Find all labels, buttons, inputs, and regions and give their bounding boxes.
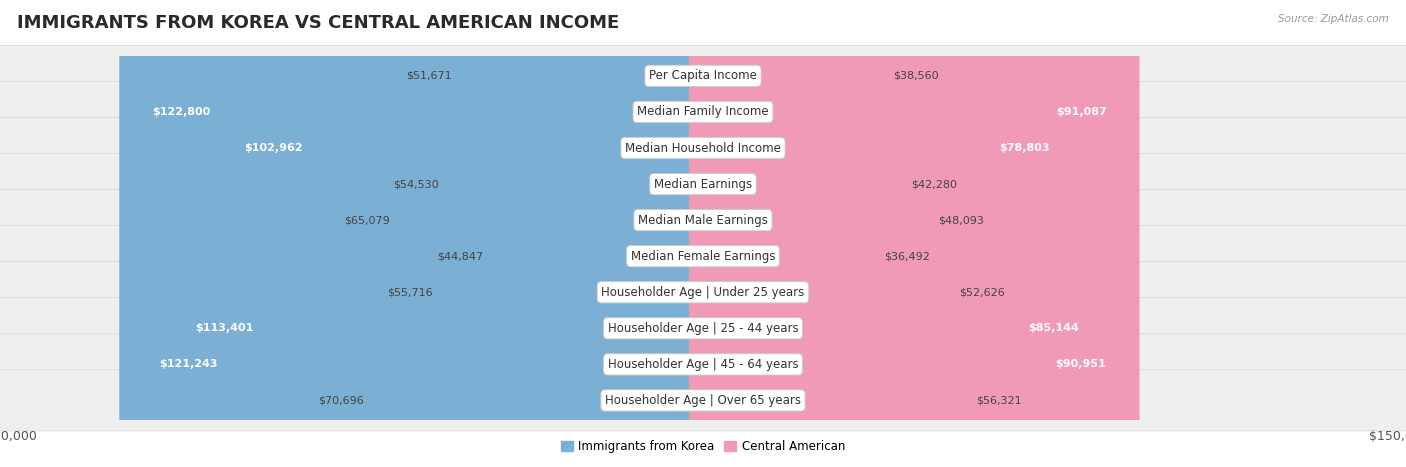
FancyBboxPatch shape xyxy=(0,226,1406,287)
FancyBboxPatch shape xyxy=(0,45,1406,106)
Text: Median Family Income: Median Family Income xyxy=(637,106,769,119)
FancyBboxPatch shape xyxy=(0,334,1406,395)
FancyBboxPatch shape xyxy=(689,0,1139,467)
Text: $38,560: $38,560 xyxy=(893,71,939,81)
Legend: Immigrants from Korea, Central American: Immigrants from Korea, Central American xyxy=(555,436,851,458)
FancyBboxPatch shape xyxy=(0,298,1406,359)
FancyBboxPatch shape xyxy=(450,0,717,467)
Text: $122,800: $122,800 xyxy=(152,107,209,117)
Text: $91,087: $91,087 xyxy=(1056,107,1107,117)
FancyBboxPatch shape xyxy=(0,370,1406,431)
Text: $65,079: $65,079 xyxy=(343,215,389,225)
Text: Householder Age | Over 65 years: Householder Age | Over 65 years xyxy=(605,394,801,407)
FancyBboxPatch shape xyxy=(163,0,717,467)
Text: $55,716: $55,716 xyxy=(387,287,433,297)
FancyBboxPatch shape xyxy=(0,190,1406,251)
FancyBboxPatch shape xyxy=(0,154,1406,215)
Text: Householder Age | Under 25 years: Householder Age | Under 25 years xyxy=(602,286,804,299)
Text: $70,696: $70,696 xyxy=(318,396,363,405)
FancyBboxPatch shape xyxy=(689,0,1112,467)
FancyBboxPatch shape xyxy=(0,262,1406,323)
FancyBboxPatch shape xyxy=(689,0,912,467)
Text: $56,321: $56,321 xyxy=(976,396,1022,405)
Text: Householder Age | 25 - 44 years: Householder Age | 25 - 44 years xyxy=(607,322,799,335)
FancyBboxPatch shape xyxy=(0,81,1406,142)
Text: Median Earnings: Median Earnings xyxy=(654,177,752,191)
Text: $44,847: $44,847 xyxy=(437,251,484,261)
FancyBboxPatch shape xyxy=(689,0,962,467)
Text: $78,803: $78,803 xyxy=(1000,143,1050,153)
Text: $42,280: $42,280 xyxy=(911,179,956,189)
FancyBboxPatch shape xyxy=(387,0,717,467)
FancyBboxPatch shape xyxy=(689,0,1139,467)
Text: $54,530: $54,530 xyxy=(392,179,439,189)
FancyBboxPatch shape xyxy=(689,0,886,467)
FancyBboxPatch shape xyxy=(436,0,717,467)
Text: $51,671: $51,671 xyxy=(406,71,451,81)
Text: $113,401: $113,401 xyxy=(195,323,253,333)
Text: $102,962: $102,962 xyxy=(243,143,302,153)
FancyBboxPatch shape xyxy=(0,118,1406,178)
FancyBboxPatch shape xyxy=(689,0,941,467)
FancyBboxPatch shape xyxy=(361,0,717,467)
Text: Householder Age | 45 - 64 years: Householder Age | 45 - 64 years xyxy=(607,358,799,371)
FancyBboxPatch shape xyxy=(127,0,717,467)
FancyBboxPatch shape xyxy=(211,0,717,467)
Text: $90,951: $90,951 xyxy=(1056,360,1107,369)
Text: Median Female Earnings: Median Female Earnings xyxy=(631,250,775,263)
FancyBboxPatch shape xyxy=(430,0,717,467)
Text: $85,144: $85,144 xyxy=(1029,323,1080,333)
Text: IMMIGRANTS FROM KOREA VS CENTRAL AMERICAN INCOME: IMMIGRANTS FROM KOREA VS CENTRAL AMERICA… xyxy=(17,14,619,32)
FancyBboxPatch shape xyxy=(689,0,979,467)
Text: Source: ZipAtlas.com: Source: ZipAtlas.com xyxy=(1278,14,1389,24)
FancyBboxPatch shape xyxy=(481,0,717,467)
Text: Median Male Earnings: Median Male Earnings xyxy=(638,213,768,226)
Text: $48,093: $48,093 xyxy=(938,215,984,225)
FancyBboxPatch shape xyxy=(120,0,717,467)
Text: Median Household Income: Median Household Income xyxy=(626,142,780,155)
Text: Per Capita Income: Per Capita Income xyxy=(650,70,756,82)
FancyBboxPatch shape xyxy=(689,0,896,467)
FancyBboxPatch shape xyxy=(689,0,1083,467)
Text: $52,626: $52,626 xyxy=(959,287,1004,297)
Text: $121,243: $121,243 xyxy=(159,360,218,369)
Text: $36,492: $36,492 xyxy=(884,251,929,261)
